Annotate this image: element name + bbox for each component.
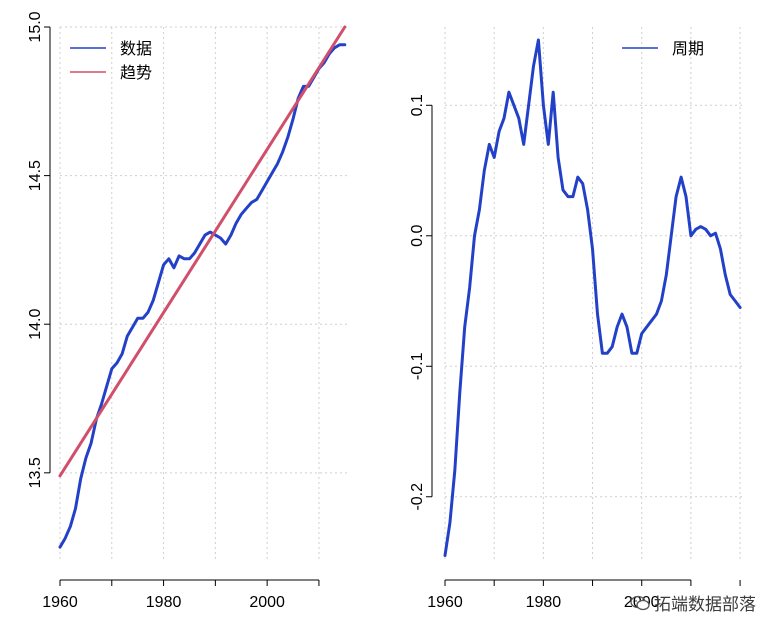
y-tick-label: -0.1 <box>409 352 426 380</box>
series-line-1 <box>58 43 347 549</box>
x-tick-label: 2000 <box>249 594 285 611</box>
watermark-text: 拓端数据部落 <box>654 595 756 615</box>
series-line-1 <box>443 38 742 557</box>
wechat-icon <box>630 595 650 610</box>
x-tick-label: 1980 <box>146 594 182 611</box>
x-tick-label: 1960 <box>42 594 78 611</box>
legend-label: 趋势 <box>120 63 152 82</box>
y-tick-label: 14.5 <box>27 160 44 191</box>
y-tick-label: 0.1 <box>409 94 426 116</box>
watermark: 拓端数据部落 <box>630 590 756 615</box>
y-tick-label: 14.0 <box>27 309 44 340</box>
x-tick-label: 1960 <box>427 594 463 611</box>
x-tick-label: 1980 <box>526 594 562 611</box>
y-tick-label: 13.5 <box>27 457 44 488</box>
y-tick-label: 15.0 <box>27 11 44 42</box>
legend-label: 数据 <box>120 39 152 58</box>
y-tick-label: -0.2 <box>409 483 426 511</box>
right-chart-panel: -0.2-0.10.00.1196019802000周期 <box>409 27 745 611</box>
series-line-2 <box>58 25 347 478</box>
legend-label: 周期 <box>672 39 704 58</box>
y-tick-label: 0.0 <box>409 225 426 247</box>
